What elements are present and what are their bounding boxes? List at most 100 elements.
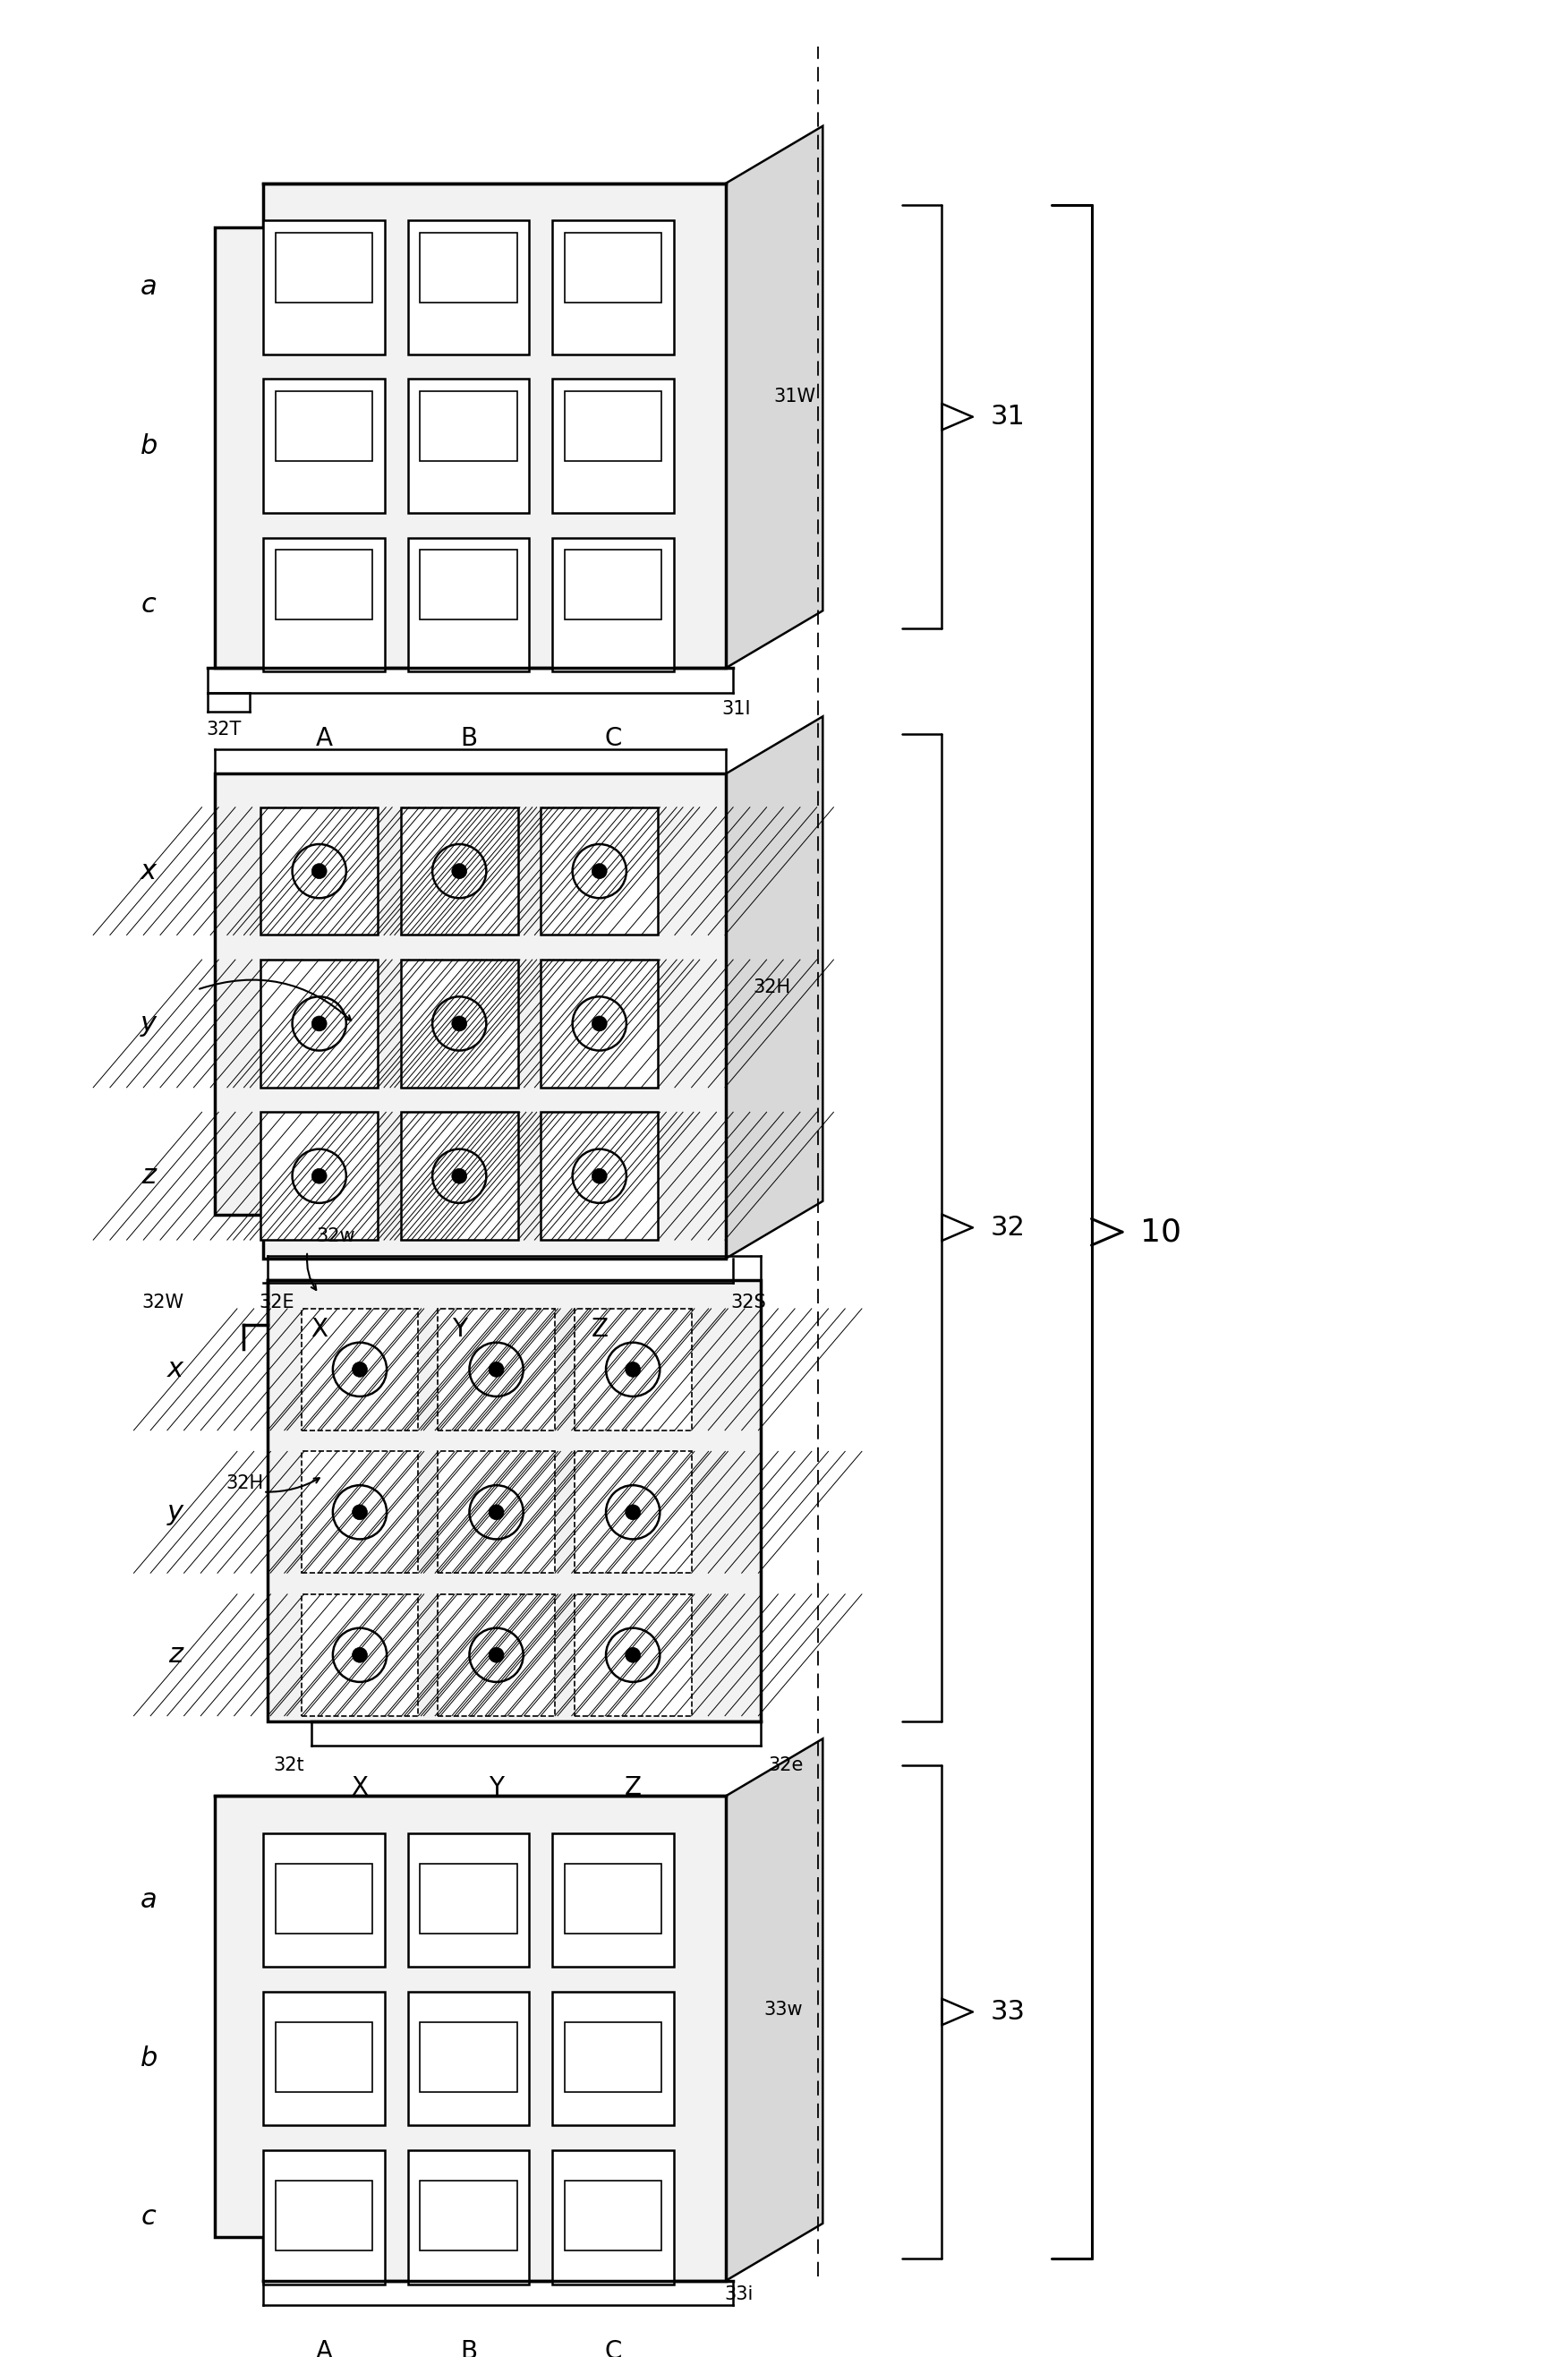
Bar bbox=[276, 391, 373, 462]
Text: A: A bbox=[315, 726, 332, 752]
Bar bbox=[301, 1593, 419, 1716]
Text: 33: 33 bbox=[989, 1999, 1025, 2025]
Polygon shape bbox=[215, 773, 726, 1259]
Circle shape bbox=[469, 1629, 524, 1683]
Bar bbox=[437, 1308, 555, 1431]
Text: 32T: 32T bbox=[205, 721, 241, 738]
Bar bbox=[552, 537, 674, 672]
Bar bbox=[276, 1864, 373, 1933]
Text: 32H: 32H bbox=[753, 978, 790, 997]
Bar bbox=[437, 1452, 555, 1572]
Circle shape bbox=[572, 997, 626, 1051]
Bar bbox=[260, 806, 378, 936]
Circle shape bbox=[489, 1648, 503, 1662]
Text: 32t: 32t bbox=[274, 1756, 304, 1775]
Circle shape bbox=[332, 1343, 387, 1395]
Text: x: x bbox=[141, 858, 157, 884]
Bar bbox=[263, 379, 384, 514]
Bar bbox=[260, 959, 378, 1087]
Circle shape bbox=[489, 1362, 503, 1376]
Bar bbox=[276, 549, 373, 620]
Bar bbox=[564, 549, 662, 620]
Circle shape bbox=[312, 863, 326, 879]
Bar bbox=[408, 219, 530, 354]
Polygon shape bbox=[726, 125, 823, 667]
Bar bbox=[263, 537, 384, 672]
Text: B: B bbox=[459, 726, 477, 752]
Bar bbox=[263, 219, 384, 354]
Bar bbox=[564, 233, 662, 302]
Text: 32: 32 bbox=[989, 1214, 1025, 1240]
Circle shape bbox=[433, 1150, 486, 1202]
Bar bbox=[564, 2022, 662, 2093]
Bar bbox=[408, 537, 530, 672]
Bar bbox=[408, 2150, 530, 2284]
Circle shape bbox=[591, 1169, 607, 1183]
Bar bbox=[420, 233, 517, 302]
Circle shape bbox=[626, 1362, 640, 1376]
Circle shape bbox=[489, 1504, 503, 1520]
Text: C: C bbox=[604, 2338, 622, 2357]
Bar bbox=[276, 2022, 373, 2093]
Text: Z: Z bbox=[624, 1775, 641, 1801]
Circle shape bbox=[605, 1629, 660, 1683]
Bar bbox=[260, 1113, 378, 1240]
Circle shape bbox=[353, 1504, 367, 1520]
Polygon shape bbox=[726, 717, 823, 1259]
Text: 31I: 31I bbox=[721, 700, 751, 717]
Text: x: x bbox=[168, 1358, 183, 1384]
Bar bbox=[437, 1593, 555, 1716]
Circle shape bbox=[433, 844, 486, 898]
Circle shape bbox=[312, 1169, 326, 1183]
Bar bbox=[564, 2180, 662, 2251]
Text: b: b bbox=[140, 434, 157, 460]
Text: 32S: 32S bbox=[731, 1294, 765, 1310]
Bar bbox=[564, 391, 662, 462]
Text: 32E: 32E bbox=[259, 1294, 295, 1310]
Circle shape bbox=[469, 1485, 524, 1539]
Circle shape bbox=[591, 1016, 607, 1030]
Bar bbox=[408, 379, 530, 514]
Circle shape bbox=[292, 997, 347, 1051]
Circle shape bbox=[626, 1504, 640, 1520]
Bar bbox=[420, 1864, 517, 1933]
Circle shape bbox=[312, 1016, 326, 1030]
Text: y: y bbox=[141, 1011, 157, 1037]
Circle shape bbox=[332, 1629, 387, 1683]
Bar bbox=[574, 1593, 691, 1716]
Bar bbox=[552, 1992, 674, 2126]
Text: b: b bbox=[140, 2046, 157, 2072]
Bar bbox=[401, 1113, 517, 1240]
Polygon shape bbox=[215, 1796, 726, 2282]
Text: y: y bbox=[168, 1499, 183, 1525]
Text: a: a bbox=[141, 273, 157, 299]
Circle shape bbox=[353, 1648, 367, 1662]
Bar bbox=[420, 549, 517, 620]
Text: 32e: 32e bbox=[768, 1756, 803, 1775]
Bar bbox=[541, 959, 659, 1087]
Bar bbox=[420, 2180, 517, 2251]
Text: z: z bbox=[168, 1643, 182, 1669]
Circle shape bbox=[292, 1150, 347, 1202]
Bar bbox=[301, 1452, 419, 1572]
Circle shape bbox=[605, 1343, 660, 1395]
Text: 10: 10 bbox=[1140, 1216, 1181, 1247]
Circle shape bbox=[572, 1150, 626, 1202]
Polygon shape bbox=[215, 184, 726, 667]
Text: z: z bbox=[141, 1162, 155, 1188]
Circle shape bbox=[452, 863, 467, 879]
Bar bbox=[541, 806, 659, 936]
Bar bbox=[263, 1834, 384, 1968]
Text: 32w: 32w bbox=[317, 1228, 356, 1244]
Bar bbox=[263, 2150, 384, 2284]
Bar bbox=[564, 1864, 662, 1933]
Text: Z: Z bbox=[591, 1318, 608, 1341]
Circle shape bbox=[433, 997, 486, 1051]
Circle shape bbox=[292, 844, 347, 898]
Circle shape bbox=[591, 863, 607, 879]
Bar bbox=[552, 379, 674, 514]
Bar bbox=[276, 233, 373, 302]
Circle shape bbox=[626, 1648, 640, 1662]
Circle shape bbox=[452, 1016, 467, 1030]
Bar bbox=[420, 2022, 517, 2093]
